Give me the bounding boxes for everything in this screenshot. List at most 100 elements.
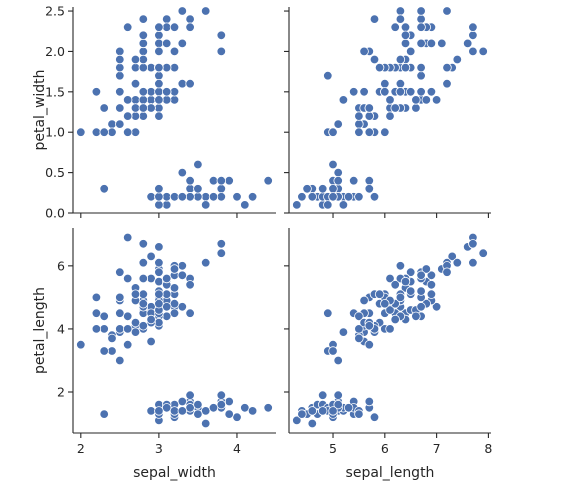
scatter-point-top-left xyxy=(138,54,149,65)
scatter-point-top-right xyxy=(468,46,478,57)
scatter-point-top-left xyxy=(91,127,102,137)
scatter-point-top-left xyxy=(115,46,125,57)
scatter-point-top-left xyxy=(154,22,164,32)
scatter-point-bottom-left xyxy=(122,311,133,322)
scatter-point-top-left xyxy=(154,46,164,57)
scatter-point-bottom-left xyxy=(154,258,164,268)
scatter-point-top-right xyxy=(406,87,416,97)
x-tick-label-bottom-left: 4 xyxy=(233,441,241,456)
scatter-point-top-right xyxy=(380,127,390,137)
scatter-point-top-left xyxy=(185,14,195,24)
scatter-point-bottom-right xyxy=(442,267,452,277)
scatter-point-top-right xyxy=(400,38,411,49)
scatter-point-top-right xyxy=(364,175,375,186)
scatter-point-top-left xyxy=(154,103,164,113)
scatter-point-top-left xyxy=(193,192,203,202)
scatter-point-bottom-left xyxy=(232,412,242,422)
scatter-point-top-left xyxy=(154,62,164,73)
scatter-point-top-right xyxy=(307,192,318,202)
scatter-point-top-left xyxy=(177,167,188,178)
scatter-point-bottom-right xyxy=(318,390,328,400)
scatter-point-bottom-right xyxy=(359,295,369,306)
scatter-point-bottom-left xyxy=(185,308,195,318)
scatter-point-top-right xyxy=(364,127,375,137)
scatter-point-top-left xyxy=(185,22,195,32)
scatter-point-top-right xyxy=(354,192,364,202)
scatter-point-top-right xyxy=(452,54,463,65)
scatter-point-top-right xyxy=(411,103,421,113)
y-axis-label-bottom-left: petal_length xyxy=(32,287,48,374)
scatter-point-top-left xyxy=(154,184,164,194)
scatter-point-bottom-right xyxy=(343,403,354,413)
scatter-point-top-right xyxy=(328,159,338,170)
scatter-point-bottom-left xyxy=(107,333,117,344)
scatter-point-top-right xyxy=(292,200,302,210)
scatter-point-top-left xyxy=(161,200,172,210)
scatter-point-top-left xyxy=(146,62,156,73)
scatter-point-top-left xyxy=(122,127,133,137)
scatter-point-top-left xyxy=(224,175,234,186)
scatter-point-bottom-left xyxy=(240,403,250,413)
y-tick-label-top-left: 0.5 xyxy=(45,165,65,180)
scatter-point-bottom-left xyxy=(99,409,109,419)
scatter-point-bottom-right xyxy=(292,415,302,426)
scatter-point-top-right xyxy=(400,62,411,73)
scatter-point-top-left xyxy=(138,62,149,73)
scatter-point-bottom-left xyxy=(185,390,195,400)
scatter-point-bottom-left xyxy=(115,267,125,277)
scatter-point-bottom-left xyxy=(185,280,195,290)
scatter-point-bottom-right xyxy=(406,267,416,277)
scatter-point-bottom-left xyxy=(146,273,156,284)
scatter-point-bottom-left xyxy=(247,406,258,416)
scatter-point-top-left xyxy=(200,6,211,16)
scatter-point-top-left xyxy=(130,62,141,73)
scatter-point-bottom-left xyxy=(161,311,172,322)
scatter-point-bottom-right xyxy=(364,340,375,350)
scatter-point-top-right xyxy=(416,87,426,97)
scatter-point-bottom-left xyxy=(177,396,188,407)
scatter-point-top-right xyxy=(416,22,426,32)
scatter-point-bottom-left xyxy=(161,273,172,284)
scatter-point-top-left xyxy=(122,95,133,105)
scatter-point-top-right xyxy=(426,38,437,49)
scatter-point-top-right xyxy=(338,95,349,105)
scatter-point-bottom-left xyxy=(122,273,133,284)
scatter-point-bottom-right xyxy=(390,280,400,290)
scatter-point-bottom-left xyxy=(146,314,156,325)
scatter-point-bottom-left xyxy=(146,251,156,262)
scatter-point-top-right xyxy=(333,175,343,186)
x-tick-label-bottom-right: 6 xyxy=(381,441,389,456)
scatter-point-top-right xyxy=(369,14,380,24)
scatter-point-top-left xyxy=(185,78,195,89)
scatter-point-top-left xyxy=(154,111,164,121)
scatter-point-bottom-right xyxy=(380,299,390,309)
scatter-point-bottom-left xyxy=(138,273,149,284)
scatter-point-bottom-left xyxy=(154,406,164,416)
scatter-point-top-right xyxy=(297,192,307,202)
scatter-point-top-left xyxy=(240,200,250,210)
scatter-point-top-right xyxy=(328,192,338,202)
scatter-point-bottom-left xyxy=(169,283,180,293)
scatter-point-top-left xyxy=(115,87,125,97)
scatter-point-bottom-right xyxy=(447,251,457,262)
scatter-point-top-right xyxy=(395,14,406,24)
scatter-point-bottom-left xyxy=(177,270,188,281)
scatter-point-bottom-left xyxy=(169,406,180,416)
scatter-point-bottom-left xyxy=(115,355,125,366)
scatter-point-bottom-left xyxy=(130,289,141,299)
scatter-point-top-left xyxy=(76,127,86,137)
scatter-point-bottom-right xyxy=(468,239,478,249)
scatter-point-bottom-left xyxy=(263,403,273,413)
scatter-point-top-left xyxy=(177,6,188,16)
scatter-point-top-left xyxy=(146,192,156,202)
scatter-point-top-right xyxy=(354,127,364,137)
y-axis-label-top-left: petal_width xyxy=(32,69,48,150)
scatter-point-top-right xyxy=(406,46,416,57)
scatter-point-top-left xyxy=(177,78,188,89)
y-tick-label-top-left: 1.0 xyxy=(45,125,65,140)
scatter-point-top-left xyxy=(115,62,125,73)
scatter-point-bottom-left xyxy=(122,232,133,243)
scatter-point-bottom-right xyxy=(364,321,375,331)
scatter-point-bottom-left xyxy=(130,317,141,328)
